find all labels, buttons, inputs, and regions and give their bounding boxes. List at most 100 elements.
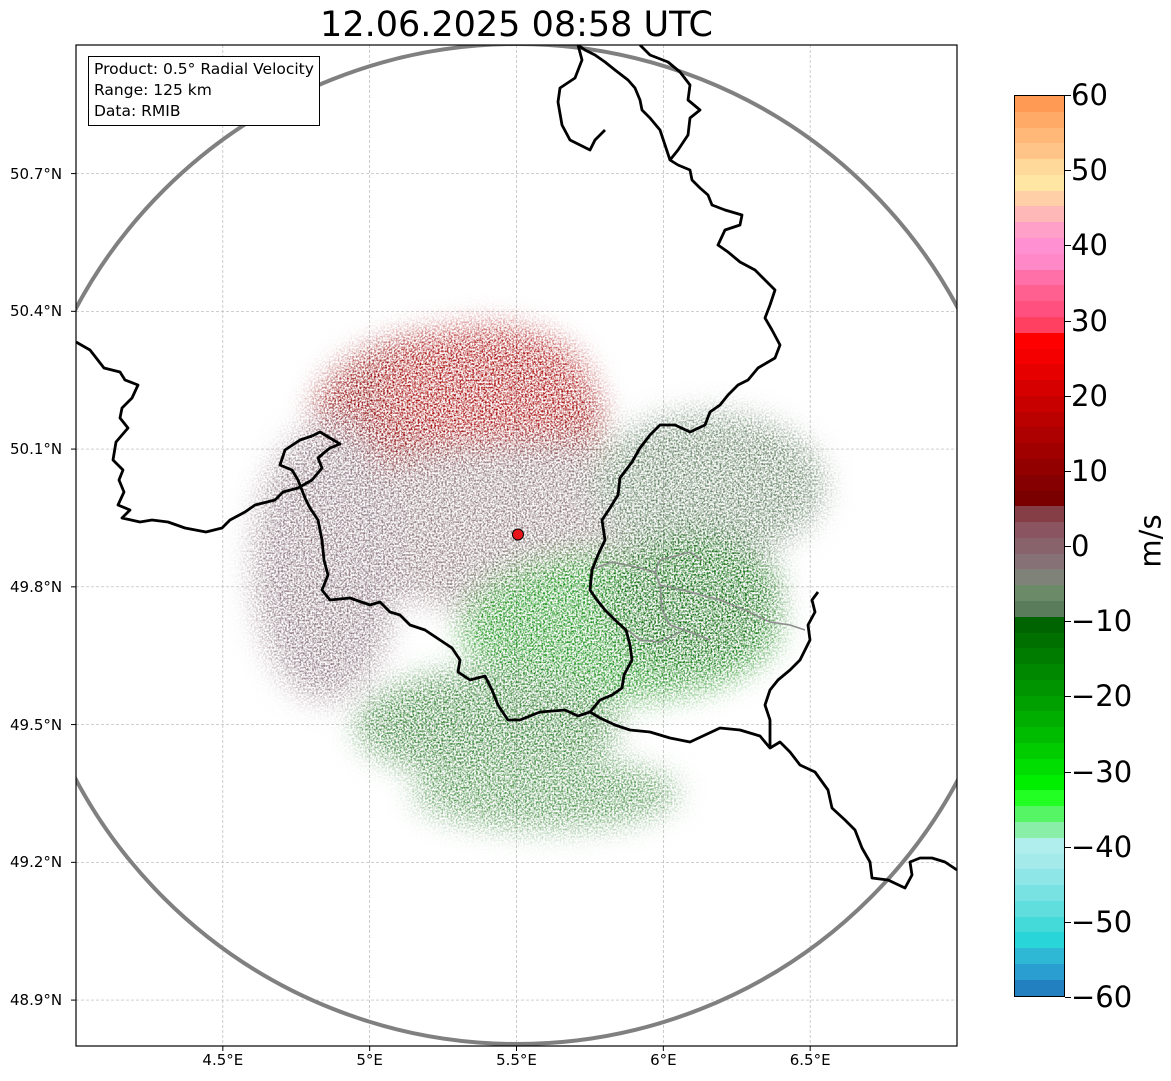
- colorbar-segment: [1015, 458, 1064, 475]
- colorbar-segment: [1015, 316, 1064, 333]
- colorbar-segment: [1015, 269, 1064, 286]
- colorbar-unit-label: m/s: [1133, 514, 1168, 568]
- colorbar-segment: [1015, 253, 1064, 270]
- colorbar-segment: [1015, 474, 1064, 491]
- colorbar-tick: [1065, 772, 1071, 773]
- colorbar-segment: [1015, 364, 1064, 381]
- lat-tick-label: 49.2°N: [10, 853, 63, 872]
- colorbar-tick-label: −40: [1071, 830, 1133, 864]
- colorbar-segment: [1015, 111, 1064, 128]
- colorbar-tick-label: 40: [1071, 228, 1108, 262]
- lat-tick-label: 49.5°N: [10, 715, 63, 734]
- colorbar-tick: [1065, 997, 1071, 998]
- lon-tick-label: 5°E: [356, 1051, 383, 1069]
- colorbar-tick: [1065, 396, 1071, 397]
- colorbar-segment: [1015, 569, 1064, 586]
- colorbar-segment: [1015, 395, 1064, 412]
- product-info-box: Product: 0.5° Radial Velocity Range: 125…: [88, 56, 320, 126]
- colorbar-tick-label: −50: [1071, 905, 1133, 939]
- colorbar-tick-label: 20: [1071, 379, 1108, 413]
- colorbar-segment: [1015, 679, 1064, 696]
- colorbar-tick: [1065, 245, 1071, 246]
- colorbar-segment: [1015, 490, 1064, 507]
- colorbar-segment: [1015, 348, 1064, 365]
- range-ring: [76, 45, 957, 1046]
- colorbar-tick: [1065, 696, 1071, 697]
- lat-tick-label: 49.8°N: [10, 577, 63, 596]
- colorbar-segment: [1015, 632, 1064, 649]
- lat-tick-label: 50.4°N: [10, 302, 63, 321]
- colorbar-segment: [1015, 979, 1064, 996]
- colorbar-segment: [1015, 948, 1064, 964]
- radar-site-marker: [511, 528, 524, 541]
- colorbar-tick-label: −10: [1071, 604, 1133, 638]
- colorbar-segment: [1015, 553, 1064, 570]
- colorbar-segment: [1015, 616, 1064, 633]
- colorbar-tick: [1065, 922, 1071, 923]
- colorbar-segment: [1015, 869, 1064, 886]
- colorbar-segment: [1015, 601, 1064, 617]
- colorbar-segment: [1015, 790, 1064, 807]
- velocity-zone-near-zero-east: [589, 412, 825, 560]
- colorbar-tick-label: −20: [1071, 679, 1133, 713]
- admin-borders: [589, 551, 806, 643]
- colorbar-tick: [1065, 621, 1071, 622]
- colorbar-segment: [1015, 506, 1064, 523]
- velocity-zone-inbound-south: [354, 669, 620, 780]
- colorbar-segment: [1015, 774, 1064, 791]
- colorbar-tick-label: 50: [1071, 153, 1108, 187]
- colorbar-tick: [1065, 546, 1071, 547]
- colorbar-tick-label: −60: [1071, 980, 1133, 1014]
- colorbar-segment: [1015, 411, 1064, 428]
- colorbar-segment: [1015, 332, 1064, 349]
- axis-ticks: [71, 173, 811, 1051]
- lon-tick-label: 5.5°E: [496, 1051, 537, 1069]
- colorbar-segment: [1015, 127, 1064, 144]
- colorbar-segment: [1015, 853, 1064, 870]
- velocity-zone-outbound-core: [384, 325, 590, 445]
- data-source-text: Data: RMIB: [94, 102, 181, 120]
- colorbar-segment: [1015, 427, 1064, 444]
- colorbar-tick-label: −30: [1071, 755, 1133, 789]
- colorbar-tick-label: 10: [1071, 454, 1108, 488]
- colorbar-segment: [1015, 238, 1064, 254]
- colorbar-segment: [1015, 932, 1064, 949]
- colorbar-segment: [1015, 758, 1064, 775]
- colorbar-segment: [1015, 96, 1064, 112]
- colorbar-segment: [1015, 711, 1064, 728]
- colorbar-tick: [1065, 95, 1071, 96]
- lat-tick-label: 50.1°N: [10, 440, 63, 459]
- colorbar-segment: [1015, 143, 1064, 160]
- lon-tick-label: 6.5°E: [789, 1051, 831, 1069]
- country-borders: [76, 45, 957, 890]
- colorbar-segment: [1015, 727, 1064, 744]
- colorbar-tick: [1065, 471, 1071, 472]
- colorbar-tick: [1065, 847, 1071, 848]
- colorbar-segment: [1015, 837, 1064, 854]
- colorbar-segment: [1015, 900, 1064, 917]
- colorbar-tick-label: 60: [1071, 78, 1108, 112]
- colorbar-tick: [1065, 170, 1071, 171]
- colorbar-segment: [1015, 695, 1064, 712]
- velocity-echoes: [252, 325, 825, 831]
- colorbar-tick: [1065, 321, 1071, 322]
- map-title: 12.06.2025 08:58 UTC: [320, 5, 713, 45]
- colorbar-segment: [1015, 806, 1064, 822]
- colorbar-segment: [1015, 174, 1064, 191]
- colorbar-segment: [1015, 301, 1064, 317]
- product-text: Product: 0.5° Radial Velocity: [94, 60, 314, 78]
- colorbar-segment: [1015, 585, 1064, 601]
- colorbar-segment: [1015, 190, 1064, 207]
- velocity-zone-inbound-strong: [604, 522, 781, 670]
- colorbar-segment: [1015, 380, 1064, 396]
- colorbar-segment: [1015, 285, 1064, 302]
- colorbar-segment: [1015, 916, 1064, 933]
- colorbar-segment: [1015, 522, 1064, 538]
- colorbar-segment: [1015, 963, 1064, 980]
- colorbar-segment: [1015, 743, 1064, 759]
- colorbar-segment: [1015, 537, 1064, 554]
- colorbar-segment: [1015, 222, 1064, 239]
- colorbar-segment: [1015, 648, 1064, 665]
- colorbar: [1014, 95, 1065, 997]
